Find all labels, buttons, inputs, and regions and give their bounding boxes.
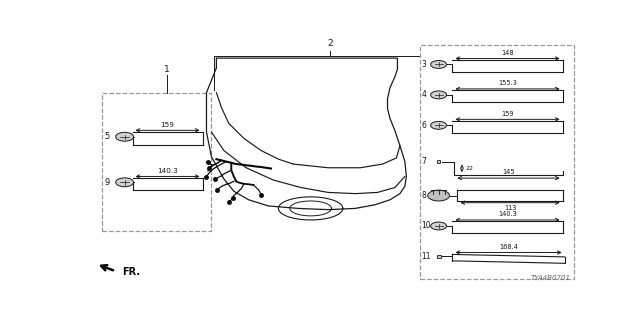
Text: 148: 148: [501, 50, 514, 56]
Circle shape: [428, 190, 449, 201]
Text: 2: 2: [328, 39, 333, 48]
Bar: [420, 44, 573, 279]
Text: 6: 6: [421, 121, 426, 130]
Text: 168.4: 168.4: [499, 244, 518, 250]
Circle shape: [431, 91, 447, 99]
Bar: [436, 255, 441, 258]
Text: 7: 7: [421, 157, 426, 166]
Text: FR.: FR.: [122, 267, 140, 277]
Text: 113: 113: [504, 205, 516, 212]
Bar: [437, 160, 440, 163]
Circle shape: [431, 222, 447, 230]
Text: 145: 145: [502, 169, 515, 175]
Text: 10: 10: [421, 221, 431, 230]
Text: 5: 5: [104, 132, 109, 141]
Text: 9: 9: [104, 178, 109, 187]
Text: 159: 159: [501, 111, 514, 116]
Text: 22: 22: [466, 166, 474, 171]
Text: 1: 1: [164, 65, 170, 74]
Text: 159: 159: [161, 122, 175, 128]
Text: TYA4B0701: TYA4B0701: [531, 275, 571, 281]
Circle shape: [431, 121, 447, 129]
Text: 155.3: 155.3: [498, 80, 517, 86]
Text: 3: 3: [421, 60, 426, 69]
Text: 11: 11: [421, 252, 431, 261]
Text: 140.3: 140.3: [498, 211, 517, 217]
Bar: [102, 92, 211, 231]
Circle shape: [116, 178, 134, 187]
Text: 4: 4: [421, 90, 426, 100]
Circle shape: [431, 60, 447, 68]
Circle shape: [116, 132, 134, 141]
Text: 8: 8: [421, 191, 426, 200]
Text: 140.3: 140.3: [157, 168, 178, 174]
